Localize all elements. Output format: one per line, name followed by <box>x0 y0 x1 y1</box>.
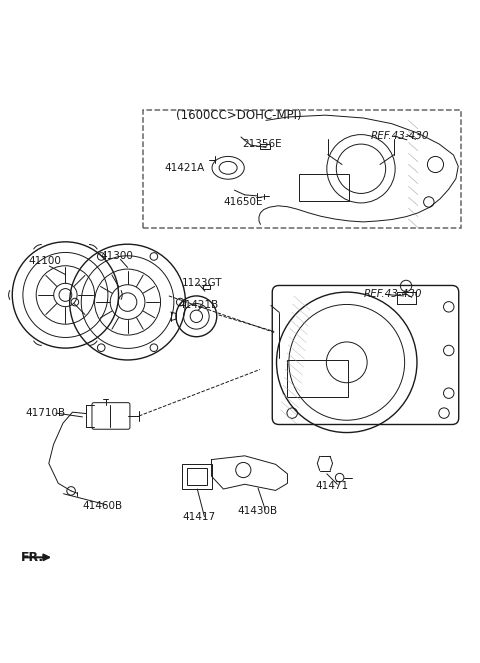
Text: 41460B: 41460B <box>83 501 122 511</box>
Text: REF.43-430: REF.43-430 <box>371 131 429 141</box>
Text: 41650E: 41650E <box>223 198 263 208</box>
Text: 41421A: 41421A <box>164 163 204 173</box>
Text: 41300: 41300 <box>100 251 133 261</box>
Text: 41471: 41471 <box>316 481 349 491</box>
Text: 41710B: 41710B <box>25 408 66 418</box>
Text: FR.: FR. <box>21 551 44 564</box>
Text: 41100: 41100 <box>29 257 62 267</box>
Bar <box>260 144 270 149</box>
Bar <box>288 360 348 397</box>
Bar <box>203 285 210 289</box>
Bar <box>143 111 461 228</box>
Text: REF.43-430: REF.43-430 <box>363 290 422 300</box>
Bar <box>187 468 207 485</box>
Text: 41430B: 41430B <box>238 506 278 516</box>
Text: 1123GT: 1123GT <box>182 278 223 288</box>
Text: (1600CC>DOHC-MPI): (1600CC>DOHC-MPI) <box>176 109 301 122</box>
Text: 41417: 41417 <box>182 512 215 522</box>
Bar <box>300 174 349 201</box>
Text: 21356E: 21356E <box>242 139 282 149</box>
Bar <box>182 464 212 489</box>
Text: 41421B: 41421B <box>179 300 218 310</box>
